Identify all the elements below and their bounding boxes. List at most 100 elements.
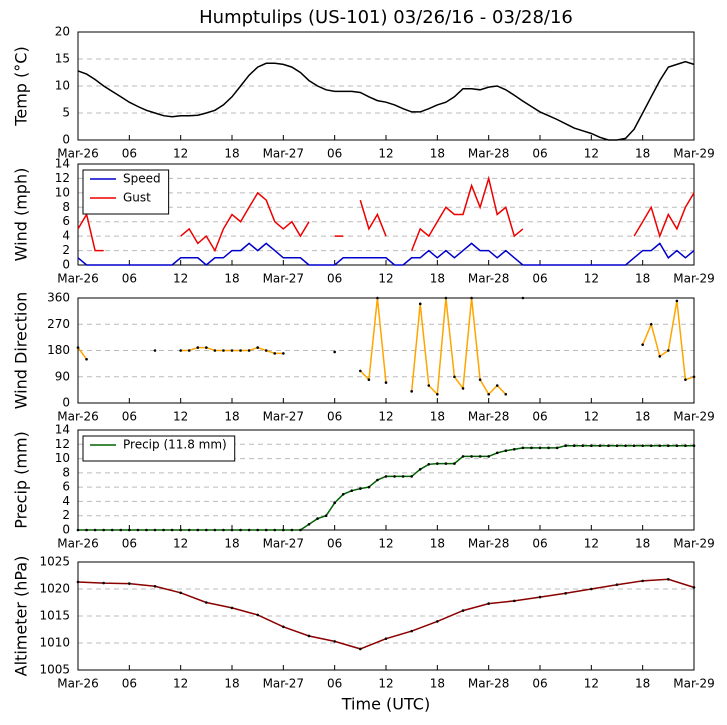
data-point	[307, 522, 311, 526]
data-point	[213, 528, 217, 532]
x-tick-label: Mar-26	[57, 537, 98, 551]
y-axis-label: Wind (mph)	[12, 168, 31, 262]
y-tick-label: 6	[62, 480, 70, 494]
y-tick-label: 1010	[39, 636, 70, 650]
data-point	[615, 444, 619, 448]
data-point	[675, 299, 679, 303]
data-point	[598, 444, 602, 448]
y-tick-label: 1005	[39, 663, 70, 677]
data-point	[316, 517, 319, 520]
y-tick-label: 6	[62, 214, 70, 228]
plot-frame	[77, 561, 695, 671]
data-point	[230, 528, 234, 532]
data-point	[367, 378, 371, 381]
data-point	[85, 357, 88, 361]
data-point	[273, 352, 277, 355]
x-tick-label: 18	[430, 537, 445, 551]
data-point	[410, 475, 413, 478]
data-point	[205, 601, 208, 604]
data-point	[470, 455, 473, 458]
data-point	[247, 528, 251, 532]
x-tick-label: 06	[327, 272, 342, 286]
x-tick-label: 06	[327, 677, 342, 691]
data-point	[692, 375, 696, 379]
x-tick-label: 12	[378, 147, 393, 161]
data-point	[76, 346, 80, 349]
legend-label: Speed	[123, 172, 161, 186]
y-axis-label: Temp (°C)	[12, 46, 31, 126]
y-tick-label: 14	[55, 157, 70, 171]
data-point	[230, 349, 234, 352]
x-tick-label: 18	[430, 147, 445, 161]
data-point	[376, 296, 379, 300]
data-point	[170, 528, 174, 532]
data-point	[401, 475, 405, 478]
data-point	[350, 489, 354, 493]
data-point	[85, 528, 88, 532]
y-tick-label: 2	[62, 508, 70, 522]
x-tick-label: 06	[122, 677, 137, 691]
data-point	[76, 528, 80, 532]
data-point	[119, 528, 123, 532]
x-tick-label: 12	[173, 410, 188, 424]
data-point	[649, 322, 653, 326]
data-point	[333, 640, 336, 643]
x-tick-label: Mar-26	[57, 410, 98, 424]
data-point	[93, 528, 97, 532]
x-tick-label: Mar-26	[57, 272, 98, 286]
x-tick-label: Mar-28	[468, 410, 509, 424]
data-point	[547, 446, 550, 450]
x-tick-label: Mar-27	[263, 410, 304, 424]
data-point	[632, 444, 636, 448]
y-tick-label: 10	[55, 451, 70, 465]
data-point	[333, 350, 336, 354]
x-tick-label: Mar-29	[673, 272, 714, 286]
x-tick-label: 06	[327, 147, 342, 161]
data-point	[590, 444, 593, 448]
data-point	[581, 444, 585, 448]
data-point	[187, 528, 191, 532]
y-tick-label: 4	[62, 229, 70, 243]
x-tick-label: Mar-29	[673, 147, 714, 161]
x-tick-label: 06	[532, 537, 547, 551]
data-point	[102, 528, 105, 532]
x-tick-label: 12	[584, 147, 599, 161]
data-point	[264, 528, 268, 532]
data-point	[359, 487, 362, 490]
series-line	[77, 297, 695, 397]
data-point	[410, 390, 413, 393]
x-tick-label: 12	[584, 677, 599, 691]
x-tick-label: 12	[173, 272, 188, 286]
data-point	[76, 580, 80, 584]
data-point	[427, 384, 431, 387]
data-point	[256, 528, 259, 532]
legend-box	[82, 435, 236, 462]
x-tick-label: 06	[532, 147, 547, 161]
data-point	[461, 609, 465, 612]
data-point	[153, 528, 157, 532]
y-tick-label: 10	[55, 79, 70, 93]
data-point	[436, 462, 439, 465]
data-point	[478, 455, 482, 458]
x-tick-label: Mar-27	[263, 147, 304, 161]
y-tick-label: 12	[55, 437, 70, 451]
x-tick-label: 06	[122, 272, 137, 286]
data-point	[222, 528, 225, 532]
x-tick-label: 06	[122, 147, 137, 161]
x-tick-label: Mar-29	[673, 677, 714, 691]
data-point	[179, 349, 182, 352]
data-point	[410, 629, 413, 633]
series-line	[77, 60, 695, 141]
x-tick-label: Mar-29	[673, 537, 714, 551]
data-point	[256, 613, 259, 617]
y-tick-label: 90	[55, 369, 70, 383]
y-tick-label: 0	[62, 258, 70, 272]
x-tick-label: 12	[584, 410, 599, 424]
data-point	[341, 492, 345, 496]
y-tick-label: 1020	[39, 582, 70, 596]
x-tick-label: Mar-28	[468, 272, 509, 286]
data-point	[538, 595, 542, 599]
legend: Precip (11.8 mm)	[82, 435, 236, 462]
data-point	[444, 462, 448, 465]
data-point	[324, 514, 328, 518]
